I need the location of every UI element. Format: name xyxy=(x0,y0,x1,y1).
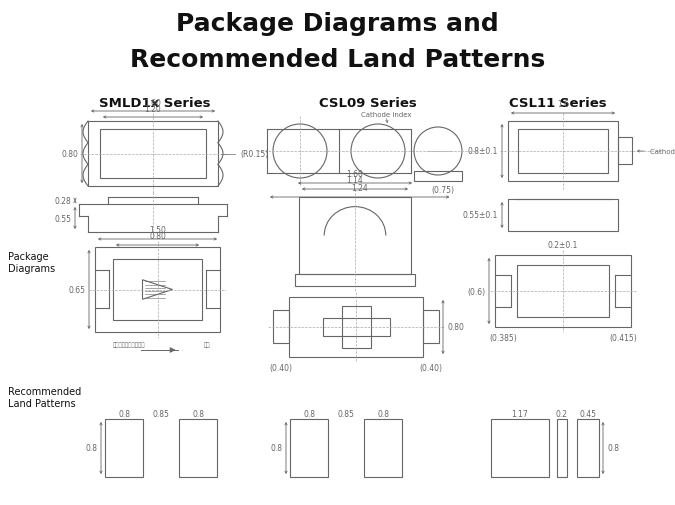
Text: 0.80: 0.80 xyxy=(149,231,166,240)
Text: 0.80: 0.80 xyxy=(447,323,464,332)
Text: (0.40): (0.40) xyxy=(269,363,292,372)
Text: 1.60: 1.60 xyxy=(346,170,363,179)
Text: 0.85: 0.85 xyxy=(153,410,169,419)
Bar xyxy=(342,307,371,348)
Text: (0.75): (0.75) xyxy=(431,185,454,194)
Text: 0.8: 0.8 xyxy=(85,443,97,452)
Text: (0.40): (0.40) xyxy=(419,363,443,372)
Bar xyxy=(323,318,390,336)
Text: 電極: 電極 xyxy=(203,341,210,347)
Text: Cathode index: Cathode index xyxy=(650,148,675,155)
Text: 1.14: 1.14 xyxy=(347,176,363,185)
Text: 0.2±0.1: 0.2±0.1 xyxy=(548,241,578,250)
Bar xyxy=(423,311,439,343)
Bar xyxy=(179,419,217,477)
Text: 0.28: 0.28 xyxy=(54,196,71,206)
Text: (0.385): (0.385) xyxy=(489,333,517,342)
Bar xyxy=(100,130,206,179)
Text: 1.60: 1.60 xyxy=(144,99,161,108)
Bar xyxy=(364,419,402,477)
Bar xyxy=(557,419,567,477)
Text: 0.8: 0.8 xyxy=(270,443,282,452)
Text: Package Diagrams and: Package Diagrams and xyxy=(176,12,499,36)
Text: 0.2: 0.2 xyxy=(556,410,568,419)
Text: 0.55: 0.55 xyxy=(54,214,71,223)
Text: 0.8±0.1: 0.8±0.1 xyxy=(468,147,498,156)
Bar xyxy=(105,419,143,477)
Text: 0.65: 0.65 xyxy=(68,285,85,294)
Text: (R0.15): (R0.15) xyxy=(240,149,268,159)
Text: Recommended Land Patterns: Recommended Land Patterns xyxy=(130,48,545,72)
Text: 1.50: 1.50 xyxy=(149,226,166,234)
Text: 1.6: 1.6 xyxy=(557,100,569,109)
Text: 1.17: 1.17 xyxy=(512,410,529,419)
Text: カソードインデックス: カソードインデックス xyxy=(113,341,146,347)
Text: Package
Diagrams: Package Diagrams xyxy=(8,251,55,273)
Text: Cathode index: Cathode index xyxy=(360,112,411,118)
Bar xyxy=(491,419,549,477)
Text: 0.8: 0.8 xyxy=(607,443,619,452)
Bar xyxy=(618,138,632,165)
Text: SMLD1x Series: SMLD1x Series xyxy=(99,96,211,109)
Text: 0.8: 0.8 xyxy=(377,410,389,419)
Text: (0.415): (0.415) xyxy=(609,333,637,342)
Bar xyxy=(88,122,218,187)
Bar xyxy=(289,297,423,358)
Bar xyxy=(295,274,415,286)
Text: (0.6): (0.6) xyxy=(467,287,485,296)
Text: 0.85: 0.85 xyxy=(338,410,354,419)
Text: 0.45: 0.45 xyxy=(580,410,597,419)
Text: CSL09 Series: CSL09 Series xyxy=(319,96,417,109)
Text: 0.55±0.1: 0.55±0.1 xyxy=(462,211,498,220)
Bar xyxy=(495,256,631,327)
Text: CSL11 Series: CSL11 Series xyxy=(509,96,607,109)
Bar xyxy=(517,266,609,317)
Text: 0.80: 0.80 xyxy=(61,149,78,159)
Text: 0.8: 0.8 xyxy=(192,410,204,419)
Bar xyxy=(414,172,462,182)
Text: 1.24: 1.24 xyxy=(351,184,368,192)
Bar xyxy=(518,130,608,174)
Text: 0.8: 0.8 xyxy=(303,410,315,419)
Bar xyxy=(508,122,618,182)
Text: Recommended
Land Patterns: Recommended Land Patterns xyxy=(8,386,81,408)
Bar xyxy=(508,199,618,231)
Bar xyxy=(273,311,289,343)
Bar xyxy=(577,419,599,477)
Bar xyxy=(299,197,411,274)
Bar xyxy=(95,247,220,332)
Bar xyxy=(113,260,202,320)
Bar xyxy=(290,419,328,477)
Text: 0.8: 0.8 xyxy=(118,410,130,419)
Text: 1.20: 1.20 xyxy=(144,105,161,114)
